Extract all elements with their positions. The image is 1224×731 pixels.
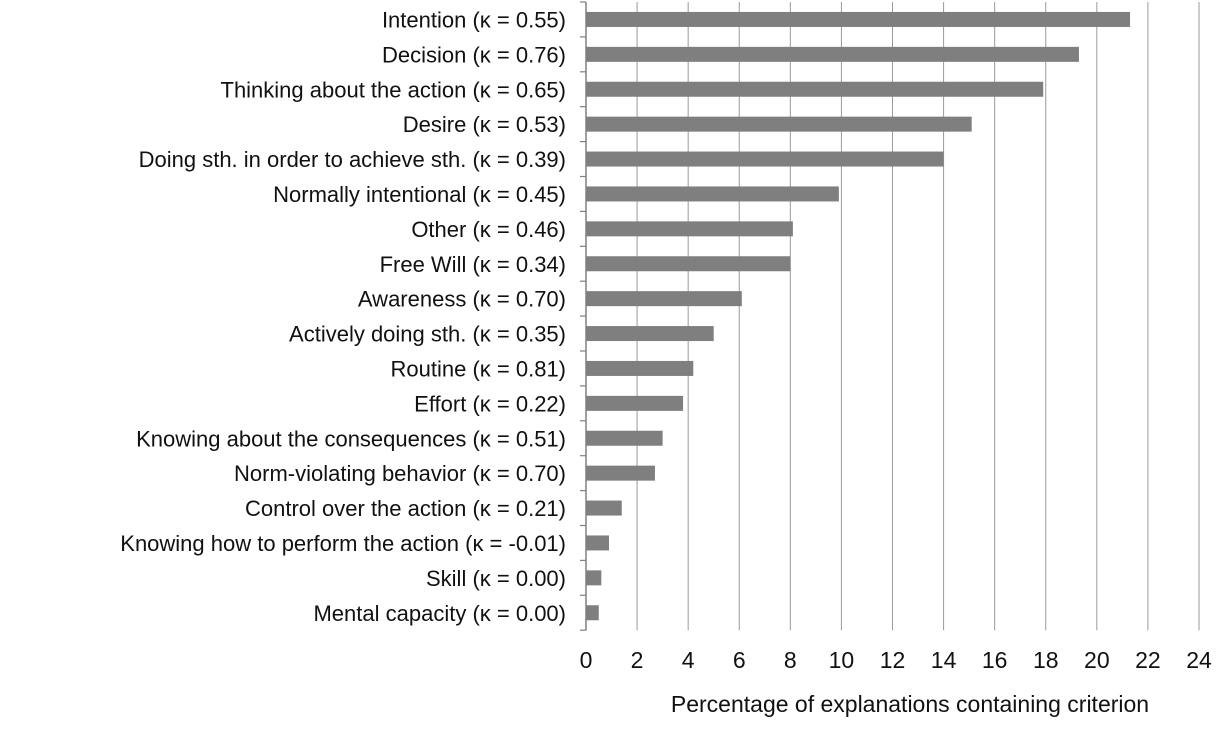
bar <box>586 221 793 237</box>
category-label: Knowing about the consequences (κ = 0.51… <box>136 426 566 451</box>
bar <box>586 151 944 167</box>
bar <box>586 605 599 621</box>
bar <box>586 186 839 202</box>
bar <box>586 465 655 481</box>
x-tick-label: 20 <box>1084 647 1110 673</box>
category-label: Decision (κ = 0.76) <box>382 42 566 67</box>
x-tick-label: 18 <box>1033 647 1059 673</box>
bar <box>586 430 663 446</box>
category-label: Normally intentional (κ = 0.45) <box>273 182 566 207</box>
gridlines <box>636 2 1200 631</box>
category-label: Effort (κ = 0.22) <box>414 391 566 416</box>
category-label: Thinking about the action (κ = 0.65) <box>221 77 567 102</box>
category-label: Control over the action (κ = 0.21) <box>245 496 566 521</box>
x-tick-label: 10 <box>829 647 855 673</box>
bars <box>586 11 1131 621</box>
x-tick-label: 2 <box>631 647 644 673</box>
category-label: Mental capacity (κ = 0.00) <box>313 601 566 626</box>
category-labels: Intention (κ = 0.55) Decision (κ = 0.76) T… <box>120 7 566 625</box>
x-tick-label: 16 <box>982 647 1008 673</box>
x-tick-label: 8 <box>784 647 797 673</box>
category-label: Awareness (κ = 0.70) <box>358 287 566 312</box>
x-tick-label: 0 <box>580 647 593 673</box>
category-label: Other (κ = 0.46) <box>411 217 566 242</box>
x-axis-title: Percentage of explanations containing cr… <box>671 691 1149 717</box>
bar <box>586 256 791 272</box>
x-tick-label: 14 <box>931 647 957 673</box>
category-label: Desire (κ = 0.53) <box>403 112 566 137</box>
x-tick-label: 22 <box>1135 647 1161 673</box>
category-label: Skill (κ = 0.00) <box>426 566 566 591</box>
bar <box>586 116 972 132</box>
axes <box>580 1 587 631</box>
bar <box>586 395 684 411</box>
bar <box>586 291 742 307</box>
x-tick-label: 12 <box>880 647 906 673</box>
category-label: Norm-violating behavior (κ = 0.70) <box>234 461 566 486</box>
category-label: Routine (κ = 0.81) <box>391 356 566 381</box>
bar <box>586 570 602 586</box>
bar <box>586 500 622 516</box>
x-tick-label: 4 <box>682 647 695 673</box>
bar <box>586 535 609 551</box>
x-tick-label: 24 <box>1186 647 1212 673</box>
bar <box>586 11 1131 27</box>
category-label: Free Will (κ = 0.34) <box>380 252 566 277</box>
bar <box>586 326 714 342</box>
bar <box>586 46 1079 62</box>
x-tick-label: 6 <box>733 647 746 673</box>
x-tick-labels: 0 2 4 6 8 10 12 14 16 18 20 22 24 <box>580 647 1212 673</box>
category-label: Intention (κ = 0.55) <box>382 7 566 32</box>
category-label: Actively doing sth. (κ = 0.35) <box>289 322 566 347</box>
category-label: Knowing how to perform the action (κ = -… <box>120 531 566 556</box>
category-label: Doing sth. in order to achieve sth. (κ =… <box>139 147 566 172</box>
bar <box>586 81 1044 97</box>
bar <box>586 360 694 376</box>
